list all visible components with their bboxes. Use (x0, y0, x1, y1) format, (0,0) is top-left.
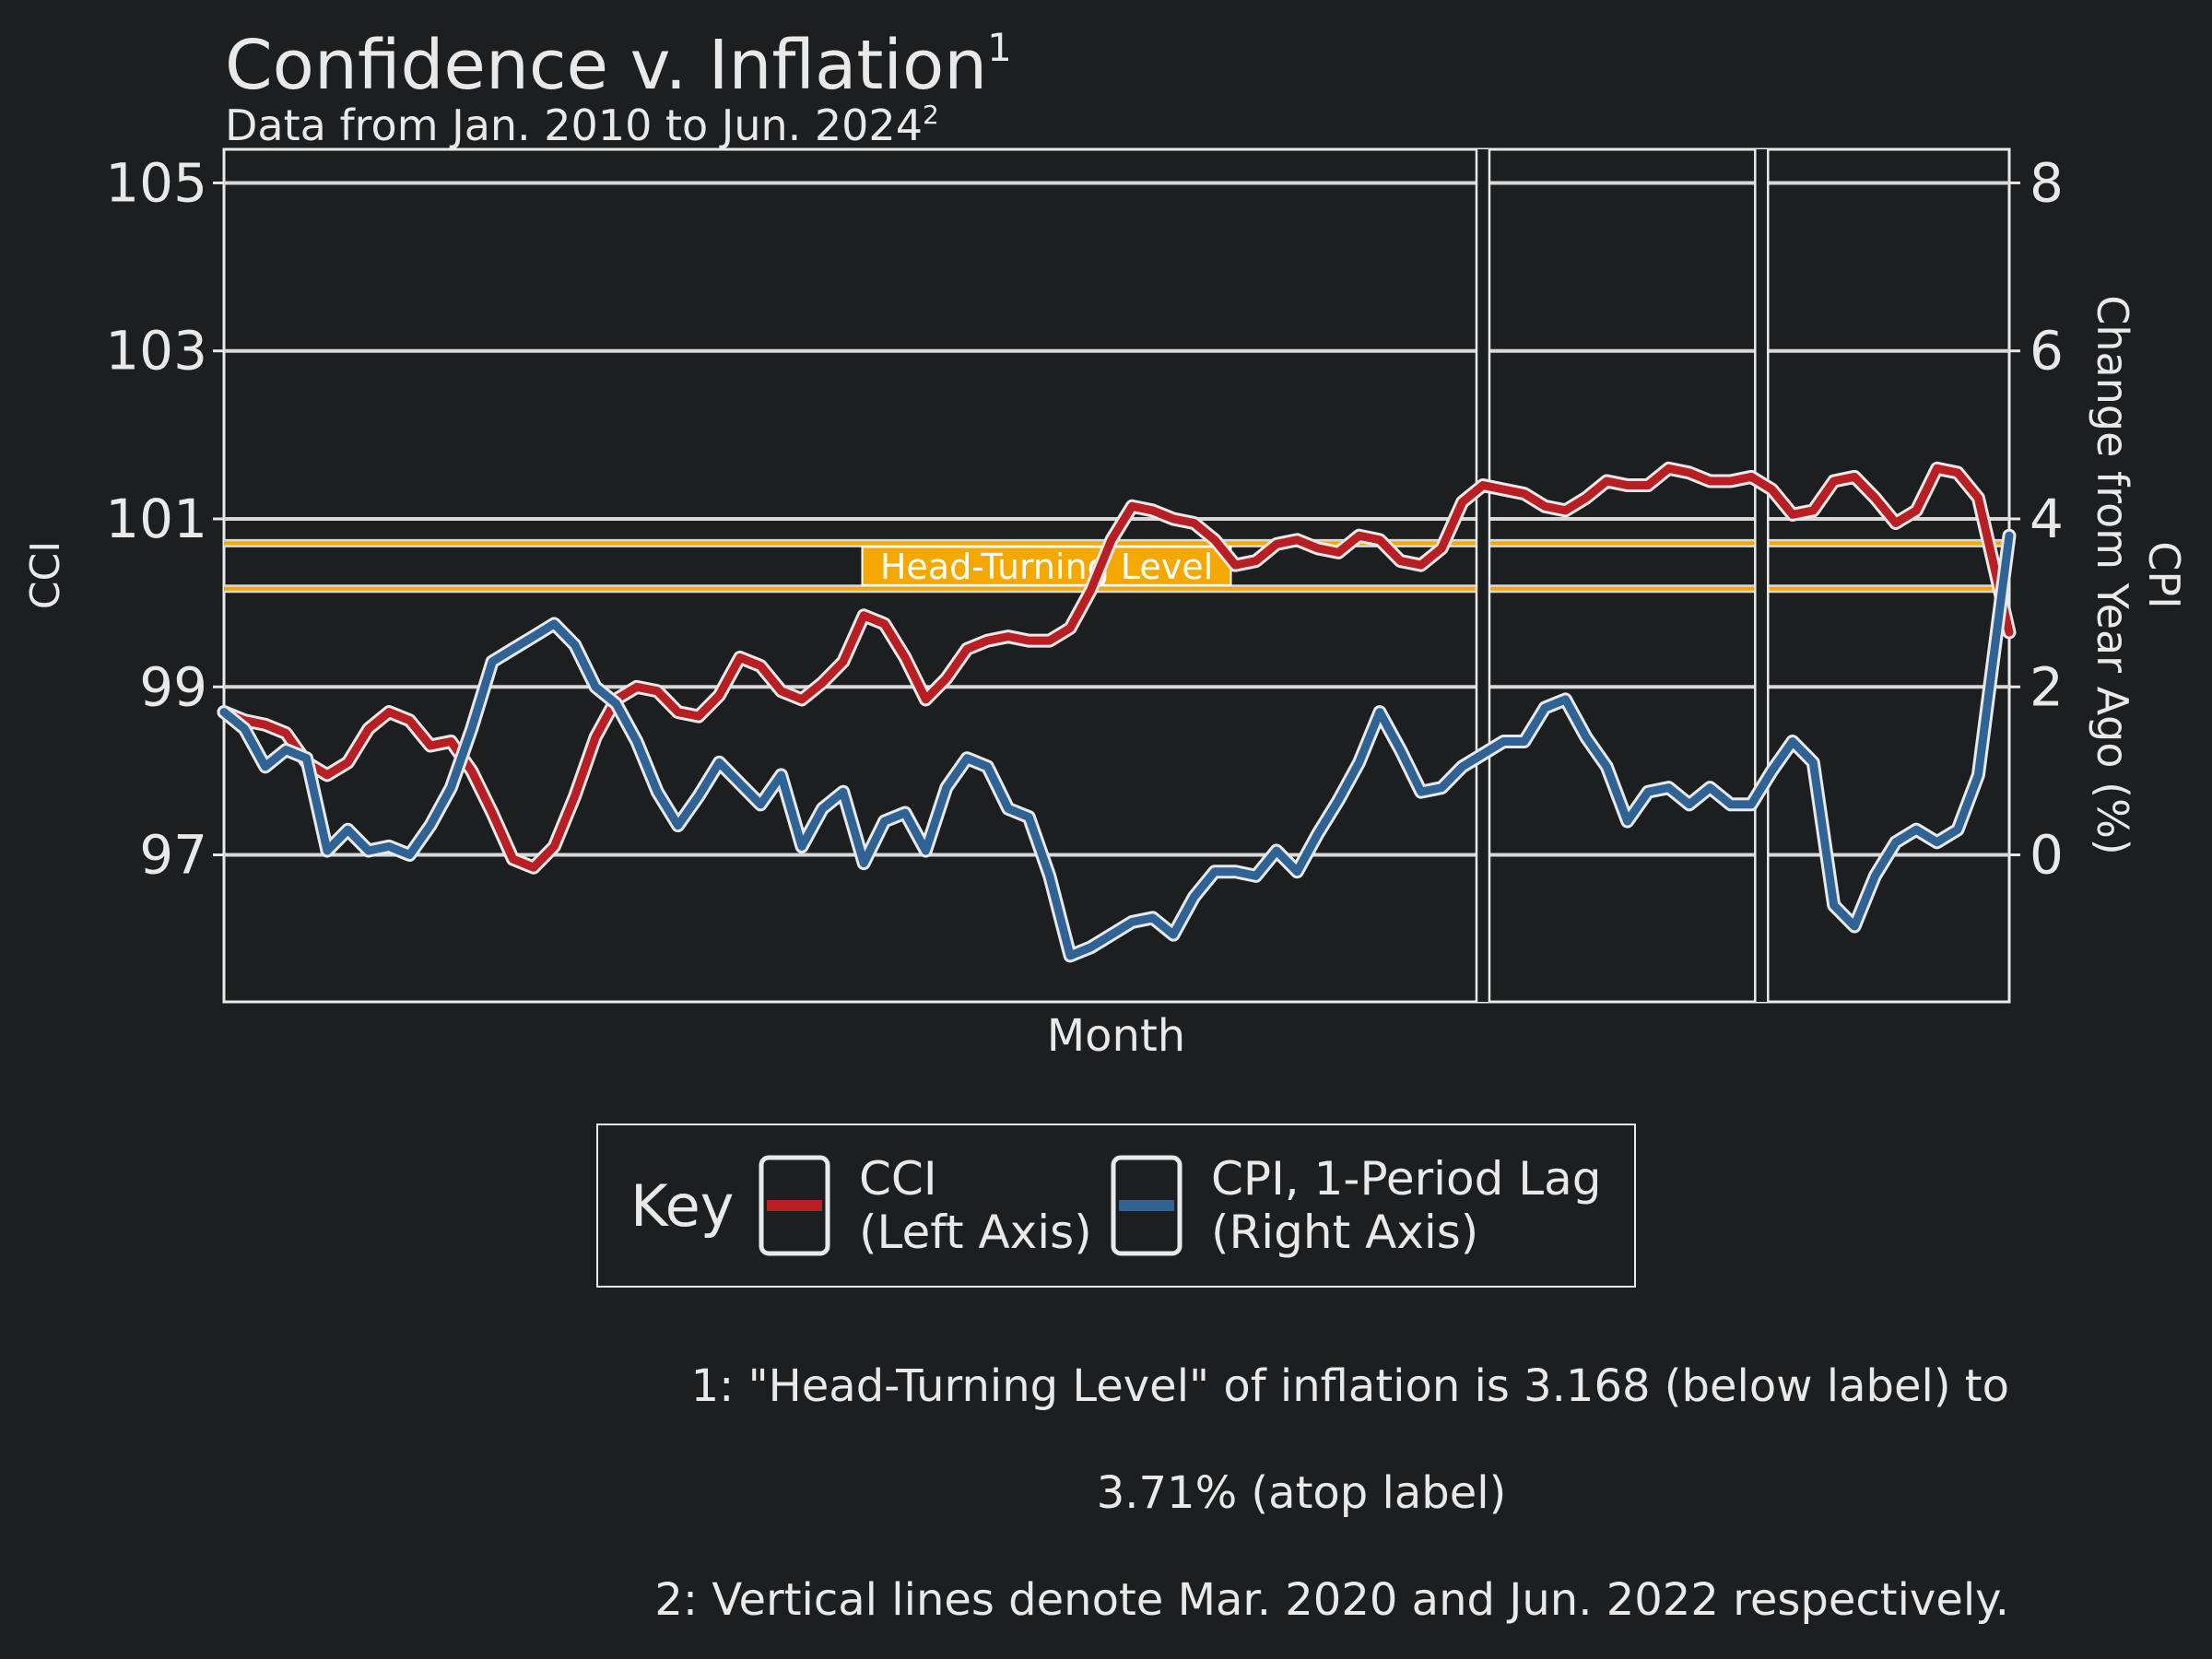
footnote-1-line2: 3.71% (atop label) (1097, 1467, 1507, 1519)
y-tick-right: 0 (2030, 824, 2064, 887)
series-line (219, 464, 2014, 872)
legend-label-cpi-line2: (Right Axis) (1211, 1206, 1478, 1259)
legend: Key CCI (Left Axis) CPI, 1-Period Lag (R… (596, 1124, 1636, 1288)
y-tick-right: 4 (2030, 488, 2064, 550)
legend-title: Key (630, 1172, 734, 1240)
series-line (219, 531, 2014, 960)
y-tick-right: 6 (2030, 320, 2064, 382)
y-tick-left: 99 (139, 655, 207, 718)
legend-label-cci-line2: (Left Axis) (859, 1206, 1092, 1259)
y-tick-left: 103 (105, 320, 207, 382)
legend-label-cpi-line1: CPI, 1-Period Lag (1211, 1152, 1602, 1206)
band-label: Head-Turning Level (880, 547, 1213, 587)
vline-gap (1755, 149, 1769, 1002)
y-tick-right: 8 (2030, 151, 2064, 214)
chart-subtitle: Data from Jan. 2010 to Jun. 20242 (225, 100, 939, 150)
plot-panel: Head-Turning Level 97 99 101 103 105 0 2 4 6 8 (105, 147, 2064, 1004)
x-axis-label: Month (1047, 1010, 1185, 1062)
y-axis-right-label-line1: CPI (2139, 541, 2189, 608)
chart-title: Confidence v. Inflation1 (225, 25, 1012, 105)
y-axis-left-label: CCI (22, 541, 69, 609)
footnote-2: 2: Vertical lines denote Mar. 2020 and J… (654, 1574, 2009, 1626)
y-tick-right: 2 (2030, 655, 2064, 718)
y-tick-left: 105 (105, 151, 207, 214)
y-tick-left: 101 (105, 488, 207, 550)
band-label-box (861, 546, 1232, 586)
y-tick-left: 97 (139, 824, 207, 887)
y-axis-right-label-line2: Change from Year Ago (%) (2088, 295, 2137, 854)
legend-label-cci-line1: CCI (859, 1152, 937, 1206)
vline-gap (1476, 149, 1489, 1002)
footnote-1-line1: 1: "Head-Turning Level" of inflation is … (691, 1360, 2009, 1412)
